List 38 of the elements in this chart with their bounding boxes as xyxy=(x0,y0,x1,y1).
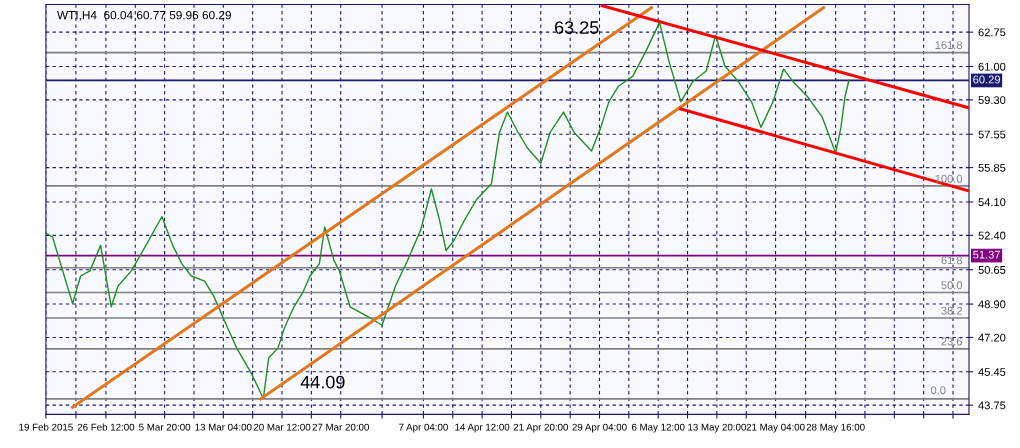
y-tick-label: 57.55 xyxy=(978,130,1006,139)
y-tick-label: 48.90 xyxy=(978,300,1006,309)
chart-title: WTI,H4 60.04 60.77 59.96 60.29 xyxy=(57,10,231,21)
x-tick-label: 7 Apr 04:00 xyxy=(399,423,448,433)
annotation: 50.0 xyxy=(941,281,963,290)
y-tick-label: 45.45 xyxy=(978,368,1006,376)
x-tick-label: 19 Feb 2015 xyxy=(19,423,73,431)
x-tick-label: 6 May 12:00 xyxy=(631,423,685,433)
x-tick-label: 26 Feb 12:00 xyxy=(77,423,135,431)
y-tick-label: 54.10 xyxy=(978,198,1006,207)
x-tick-label: 20 Mar 12:00 xyxy=(253,423,311,431)
y-tick-label: 52.40 xyxy=(978,231,1006,240)
annotation: 61.8 xyxy=(941,256,963,265)
x-tick-label: 14 Apr 12:00 xyxy=(455,423,510,433)
y-tick-label: 50.65 xyxy=(978,265,1006,274)
annotation: 161.8 xyxy=(935,41,963,50)
y-tick-label: 47.20 xyxy=(978,333,1006,342)
x-tick-label: 13 Mar 04:00 xyxy=(195,423,252,431)
annotation: 38.2 xyxy=(941,306,962,315)
y-tick-label: 59.30 xyxy=(978,96,1006,105)
y-tick-label: 61.00 xyxy=(978,62,1006,71)
x-tick-label: 13 May 20:00 xyxy=(688,423,746,433)
annotation: 100.0 xyxy=(935,174,963,183)
annotation: 44.09 xyxy=(300,375,345,389)
ref-line-label: 51.37 xyxy=(973,250,1000,259)
x-tick-label: 28 May 16:00 xyxy=(806,423,865,433)
y-tick-label: 43.75 xyxy=(978,401,1006,410)
x-tick-label: 29 Apr 04:00 xyxy=(572,423,627,433)
x-tick-label: 27 Mar 20:00 xyxy=(312,423,369,431)
y-tick-label: 62.75 xyxy=(978,28,1006,37)
y-tick-label: 55.85 xyxy=(978,163,1006,172)
ref-line-label: 60.29 xyxy=(973,75,1000,84)
annotation: 0.0 xyxy=(930,386,946,395)
x-tick-label: 5 Mar 20:00 xyxy=(139,423,191,431)
x-tick-label: 21 Apr 20:00 xyxy=(513,423,568,433)
x-tick-label: 21 May 04:00 xyxy=(746,423,805,433)
annotation: 23.6 xyxy=(941,337,963,346)
annotation: 63.25 xyxy=(555,21,599,34)
